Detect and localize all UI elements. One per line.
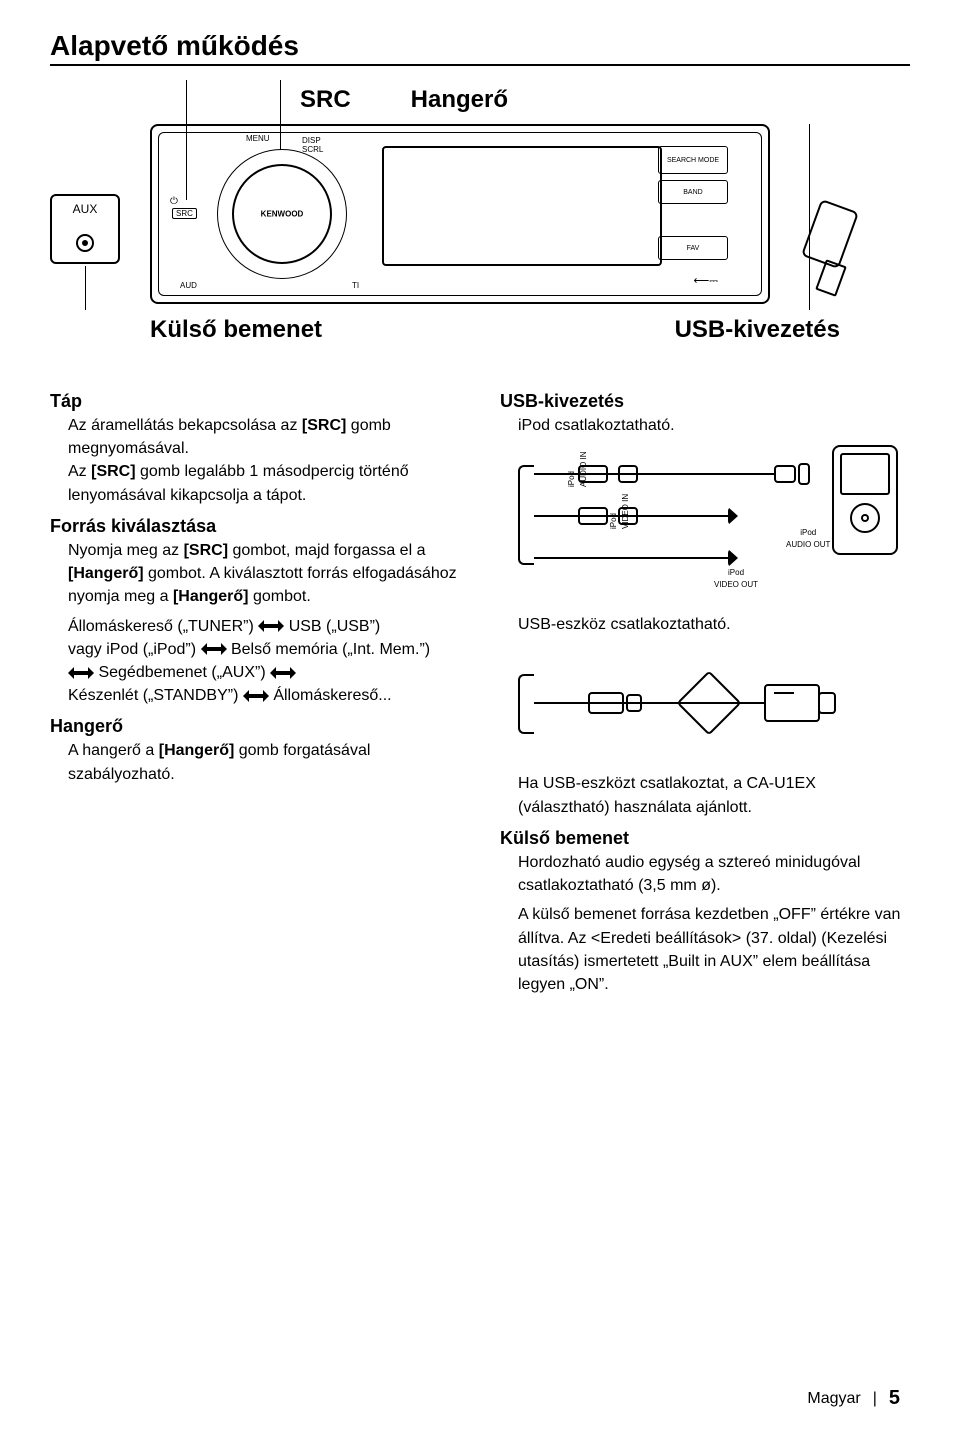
ipod-connection-diagram: iPod AUDIO IN iPod VIDEO IN iPod VIDEO O… (518, 445, 898, 605)
power-text: Az áramellátás bekapcsolása az [SRC] gom… (68, 414, 460, 507)
bidir-arrow-icon (201, 643, 227, 655)
bidir-arrow-icon (68, 667, 94, 679)
heading-usb-output: USB-kivezetés (500, 388, 910, 414)
radio-btn-band: BAND (658, 180, 728, 204)
volume-text: A hangerő a [Hangerő] gomb forgatásával … (68, 739, 460, 785)
ext-input-text-1: Hordozható audio egység a sztereó minidu… (518, 851, 910, 897)
aux-socket-illustration: AUX (50, 194, 120, 264)
radio-lbl-src: SRC (172, 208, 197, 219)
radio-lbl-disp: DISP SCRL (302, 136, 323, 154)
usb-device-diagram (518, 644, 898, 764)
bidir-arrow-icon (258, 620, 284, 632)
ext-input-text-2: A külső bemenet forrása kezdetben „OFF” … (518, 903, 910, 996)
section-title: Alapvető működés (50, 30, 299, 61)
usb-note-text: Ha USB-eszközt csatlakoztat, a CA-U1EX (… (518, 772, 910, 818)
radio-btn-fav: FAV (658, 236, 728, 260)
radio-lbl-ti: TI (352, 281, 359, 290)
radio-lbl-menu: MENU (246, 134, 270, 143)
label-src: SRC (300, 86, 351, 114)
footer-page-number: 5 (889, 1387, 900, 1410)
bidir-arrow-icon (243, 690, 269, 702)
usb-ipod-text: iPod csatlakoztatható. (518, 414, 910, 437)
radio-btn-search: SEARCH MODE (658, 146, 728, 174)
car-radio-illustration: SEARCH MODE BAND FAV MENU DISP SCRL SRC … (150, 124, 770, 304)
heading-power: Táp (50, 388, 460, 414)
source-sequence: Állomáskereső („TUNER”) USB („USB”) vagy… (68, 615, 460, 708)
ipod-audio-in-label: iPod AUDIO IN (566, 452, 589, 488)
bidir-arrow-icon (270, 667, 296, 679)
ipod-video-out-label: iPod VIDEO OUT (714, 567, 758, 590)
heading-volume: Hangerő (50, 713, 460, 739)
label-usb-output: USB-kivezetés (675, 316, 840, 344)
heading-source-select: Forrás kiválasztása (50, 513, 460, 539)
ipod-video-in-label: iPod VIDEO IN (608, 494, 631, 529)
heading-external-input: Külső bemenet (500, 825, 910, 851)
footer-separator: | (873, 1390, 877, 1408)
aux-label: AUX (73, 202, 98, 216)
footer-language: Magyar (807, 1390, 860, 1408)
radio-lbl-aud: AUD (180, 281, 197, 290)
ipod-audio-out-label: iPod AUDIO OUT (786, 527, 830, 550)
label-volume: Hangerő (411, 86, 508, 114)
usb-device-text: USB-eszköz csatlakoztatható. (518, 613, 910, 636)
label-external-input: Külső bemenet (150, 316, 322, 344)
source-text: Nyomja meg az [SRC] gombot, majd forgass… (68, 539, 460, 609)
